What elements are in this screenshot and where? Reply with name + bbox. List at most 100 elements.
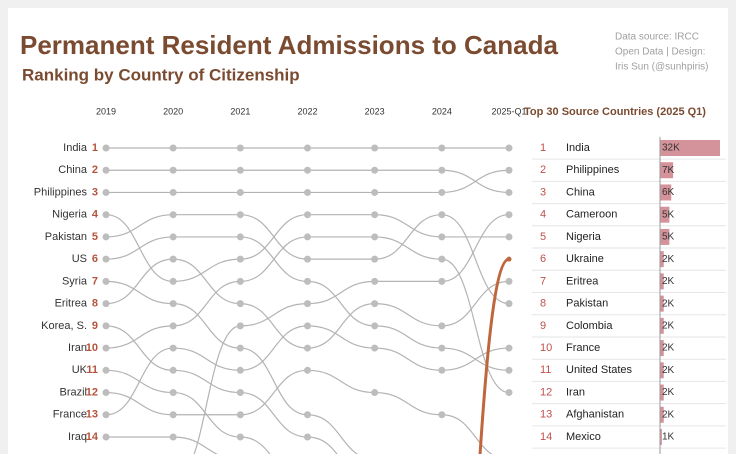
rank-point [304,233,311,241]
rank: 11 [540,364,551,376]
rank-point [102,411,110,419]
value-label: 1K [662,432,675,443]
source-line: Open Data | Design: [615,47,705,58]
rank-point [438,233,446,241]
rank-point [236,166,244,174]
rank: 14 [540,431,552,443]
x-tick-label: 2019 [96,106,116,116]
series-rank: 2 [92,164,98,176]
rank-point [438,277,446,285]
rank-point [438,188,446,196]
bar [660,295,664,312]
rank-point [169,322,177,330]
x-tick-label: 2022 [297,106,317,116]
series-label: Eritrea [55,298,88,310]
value-label: 2K [662,387,675,398]
bar [660,384,664,401]
country: Cameroon [566,209,617,221]
rank-point [236,300,244,308]
rank-point [304,433,311,441]
rank-point [102,255,110,263]
rank-point [304,255,311,263]
series-label: China [58,164,88,176]
rank-point [102,433,110,441]
rank: 5 [540,231,546,243]
bar [660,162,674,179]
rank-point [102,211,110,219]
rank: 9 [540,320,546,332]
series-label: UK [72,364,88,376]
rank-point [102,389,110,397]
rank-point [371,344,379,352]
plot-area [102,144,513,454]
series-rank: 12 [86,386,98,398]
series-label: Pakistan [45,231,87,243]
rank: 3 [540,186,546,198]
rank-point [102,300,110,308]
rank-point [505,366,513,374]
rank-point [169,233,177,241]
rank-point [236,344,244,352]
value-label: 5K [662,232,675,243]
rank-point [102,322,110,330]
rank-point [304,166,311,174]
rank-point [236,188,244,196]
rank-point [102,233,110,241]
chart-subtitle: Ranking by Country of Citizenship [22,65,300,84]
rank-point [371,389,379,397]
country: Pakistan [566,298,608,310]
rank: 4 [540,209,546,221]
rank-point [438,411,446,419]
series-rank: 1 [92,142,98,154]
country: Philippines [566,164,620,176]
series-label: India [63,142,88,154]
rank-point [304,300,311,308]
rank-point [304,188,311,196]
rank-point [438,144,446,152]
rank-point [371,166,379,174]
country: Iran [566,386,585,398]
rank-point [236,433,244,441]
series-label: Syria [62,275,88,287]
series-label: Iraq [68,431,87,443]
country: Mexico [566,431,601,443]
bar [660,362,664,379]
series-label: Nigeria [52,209,88,221]
series-rank: 6 [92,253,98,265]
rank-point [236,144,244,152]
rank-point [236,366,244,374]
rank: 6 [540,253,546,265]
rank-point [169,411,177,419]
series-label: Philippines [34,186,88,198]
rank-point [371,144,379,152]
rank: 1 [540,142,546,154]
rank-point [169,300,177,308]
rank: 8 [540,298,546,310]
series-rank: 5 [92,231,98,243]
series-rank: 9 [92,320,98,332]
x-tick-label: 2020 [163,106,183,116]
rank-point [505,188,513,196]
value-label: 2K [662,320,675,331]
rank-point [102,188,110,196]
rank-point [236,211,244,219]
value-label: 5K [662,209,675,220]
rank: 12 [540,386,552,398]
country: Eritrea [566,275,599,287]
value-label: 2K [662,343,675,354]
rank-point [505,233,513,241]
rank-point [304,211,311,219]
bar [660,228,670,245]
rank-point [506,256,512,262]
rank-point [505,166,513,174]
rank-point [371,188,379,196]
rank: 13 [540,409,552,421]
rank-point [236,255,244,263]
value-label: 6K [662,187,675,198]
rank-point [438,211,446,219]
table-title: Top 30 Source Countries (2025 Q1) [524,106,706,118]
rank-point [169,188,177,196]
rank-point [102,277,110,285]
rank-point [304,322,311,330]
series-label: Brazil [59,386,87,398]
